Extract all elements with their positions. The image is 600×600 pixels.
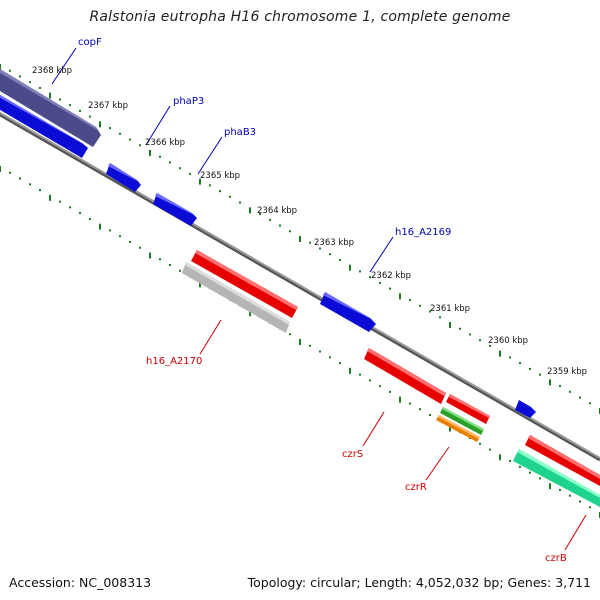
gene-feature-blue-1[interactable]	[0, 92, 88, 158]
gene-label-czrB[interactable]: czrB	[545, 553, 567, 564]
accession-text: Accession: NC_008313	[9, 575, 152, 590]
scale-label: 2362 kbp	[371, 271, 411, 281]
gene-label-copF[interactable]: copF	[78, 37, 102, 48]
gene-feature-czrB[interactable]	[513, 449, 600, 507]
gene-feature-copF[interactable]	[0, 66, 101, 147]
topology-text: Topology: circular; Length: 4,052,032 bp…	[247, 575, 591, 590]
scale-label: 2361 kbp	[430, 304, 470, 314]
scale-label: 2363 kbp	[314, 238, 354, 248]
gene-label-czrR[interactable]: czrR	[405, 482, 427, 493]
callout-lines	[51, 47, 587, 551]
gene-feature-czrR-green[interactable]	[440, 407, 484, 435]
gene-label-h16_A2169[interactable]: h16_A2169	[395, 227, 451, 238]
gene-feature-red-3[interactable]	[525, 435, 600, 486]
scale-label: 2359 kbp	[547, 367, 587, 377]
gene-label-phaB3[interactable]: phaB3	[224, 127, 256, 138]
gene-feature-phaP3[interactable]	[106, 163, 141, 192]
gene-feature-blue-small[interactable]	[515, 400, 536, 418]
scale-label: 2365 kbp	[200, 171, 240, 181]
gene-feature-h16_A2169[interactable]	[320, 292, 376, 332]
backbone-line	[0, 111, 600, 462]
scale-label: 2367 kbp	[88, 101, 128, 111]
gene-label-h16_A2170[interactable]: h16_A2170	[146, 356, 202, 367]
gene-feature-h16_A2170-gray[interactable]	[182, 262, 290, 333]
gene-label-czrS[interactable]: czrS	[342, 449, 363, 460]
scale-label: 2366 kbp	[145, 138, 185, 148]
scale-label: 2364 kbp	[257, 206, 297, 216]
map-title: Ralstonia eutropha H16 chromosome 1, com…	[89, 9, 511, 25]
gene-label-phaP3[interactable]: phaP3	[173, 96, 204, 107]
scale-ticks-upper	[0, 64, 600, 414]
scale-label: 2368 kbp	[32, 66, 72, 76]
gene-feature-red-2[interactable]	[446, 394, 490, 424]
gene-feature-phaB3[interactable]	[153, 193, 197, 226]
gene-feature-czrR-orange[interactable]	[436, 415, 480, 442]
gene-feature-czrS[interactable]	[364, 348, 446, 404]
gene-feature-red-1[interactable]	[191, 250, 298, 318]
scale-label: 2360 kbp	[488, 336, 528, 346]
